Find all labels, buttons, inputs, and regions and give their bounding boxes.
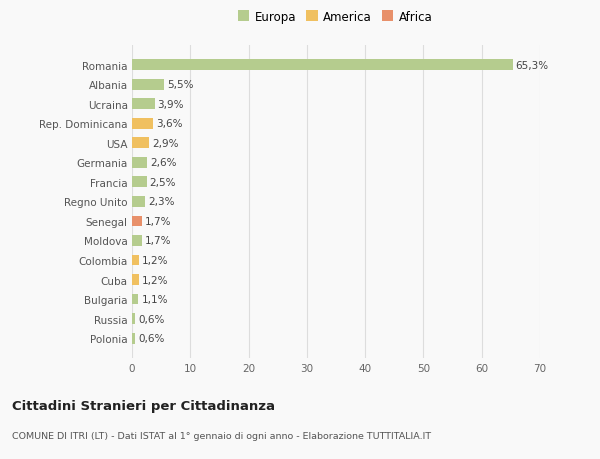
Bar — [132, 274, 139, 285]
Text: 65,3%: 65,3% — [515, 61, 548, 70]
Text: 1,2%: 1,2% — [142, 275, 169, 285]
Bar — [132, 60, 512, 71]
Text: 3,6%: 3,6% — [156, 119, 182, 129]
Bar — [132, 196, 145, 207]
Text: COMUNE DI ITRI (LT) - Dati ISTAT al 1° gennaio di ogni anno - Elaborazione TUTTI: COMUNE DI ITRI (LT) - Dati ISTAT al 1° g… — [12, 431, 431, 441]
Bar — [132, 157, 147, 168]
Bar — [132, 177, 146, 188]
Text: 1,7%: 1,7% — [145, 217, 172, 226]
Text: 0,6%: 0,6% — [139, 334, 165, 343]
Legend: Europa, America, Africa: Europa, America, Africa — [239, 11, 433, 24]
Bar — [132, 333, 136, 344]
Text: Cittadini Stranieri per Cittadinanza: Cittadini Stranieri per Cittadinanza — [12, 399, 275, 412]
Bar — [132, 313, 136, 325]
Text: 0,6%: 0,6% — [139, 314, 165, 324]
Bar — [132, 99, 155, 110]
Bar — [132, 294, 139, 305]
Bar — [132, 255, 139, 266]
Bar — [132, 79, 164, 90]
Text: 1,1%: 1,1% — [142, 295, 168, 304]
Text: 1,2%: 1,2% — [142, 256, 169, 265]
Bar — [132, 118, 153, 129]
Bar — [132, 138, 149, 149]
Text: 1,7%: 1,7% — [145, 236, 172, 246]
Text: 5,5%: 5,5% — [167, 80, 193, 90]
Text: 2,3%: 2,3% — [148, 197, 175, 207]
Text: 2,5%: 2,5% — [149, 178, 176, 187]
Bar — [132, 235, 142, 246]
Text: 2,9%: 2,9% — [152, 139, 178, 148]
Text: 2,6%: 2,6% — [150, 158, 176, 168]
Text: 3,9%: 3,9% — [158, 100, 184, 109]
Bar — [132, 216, 142, 227]
